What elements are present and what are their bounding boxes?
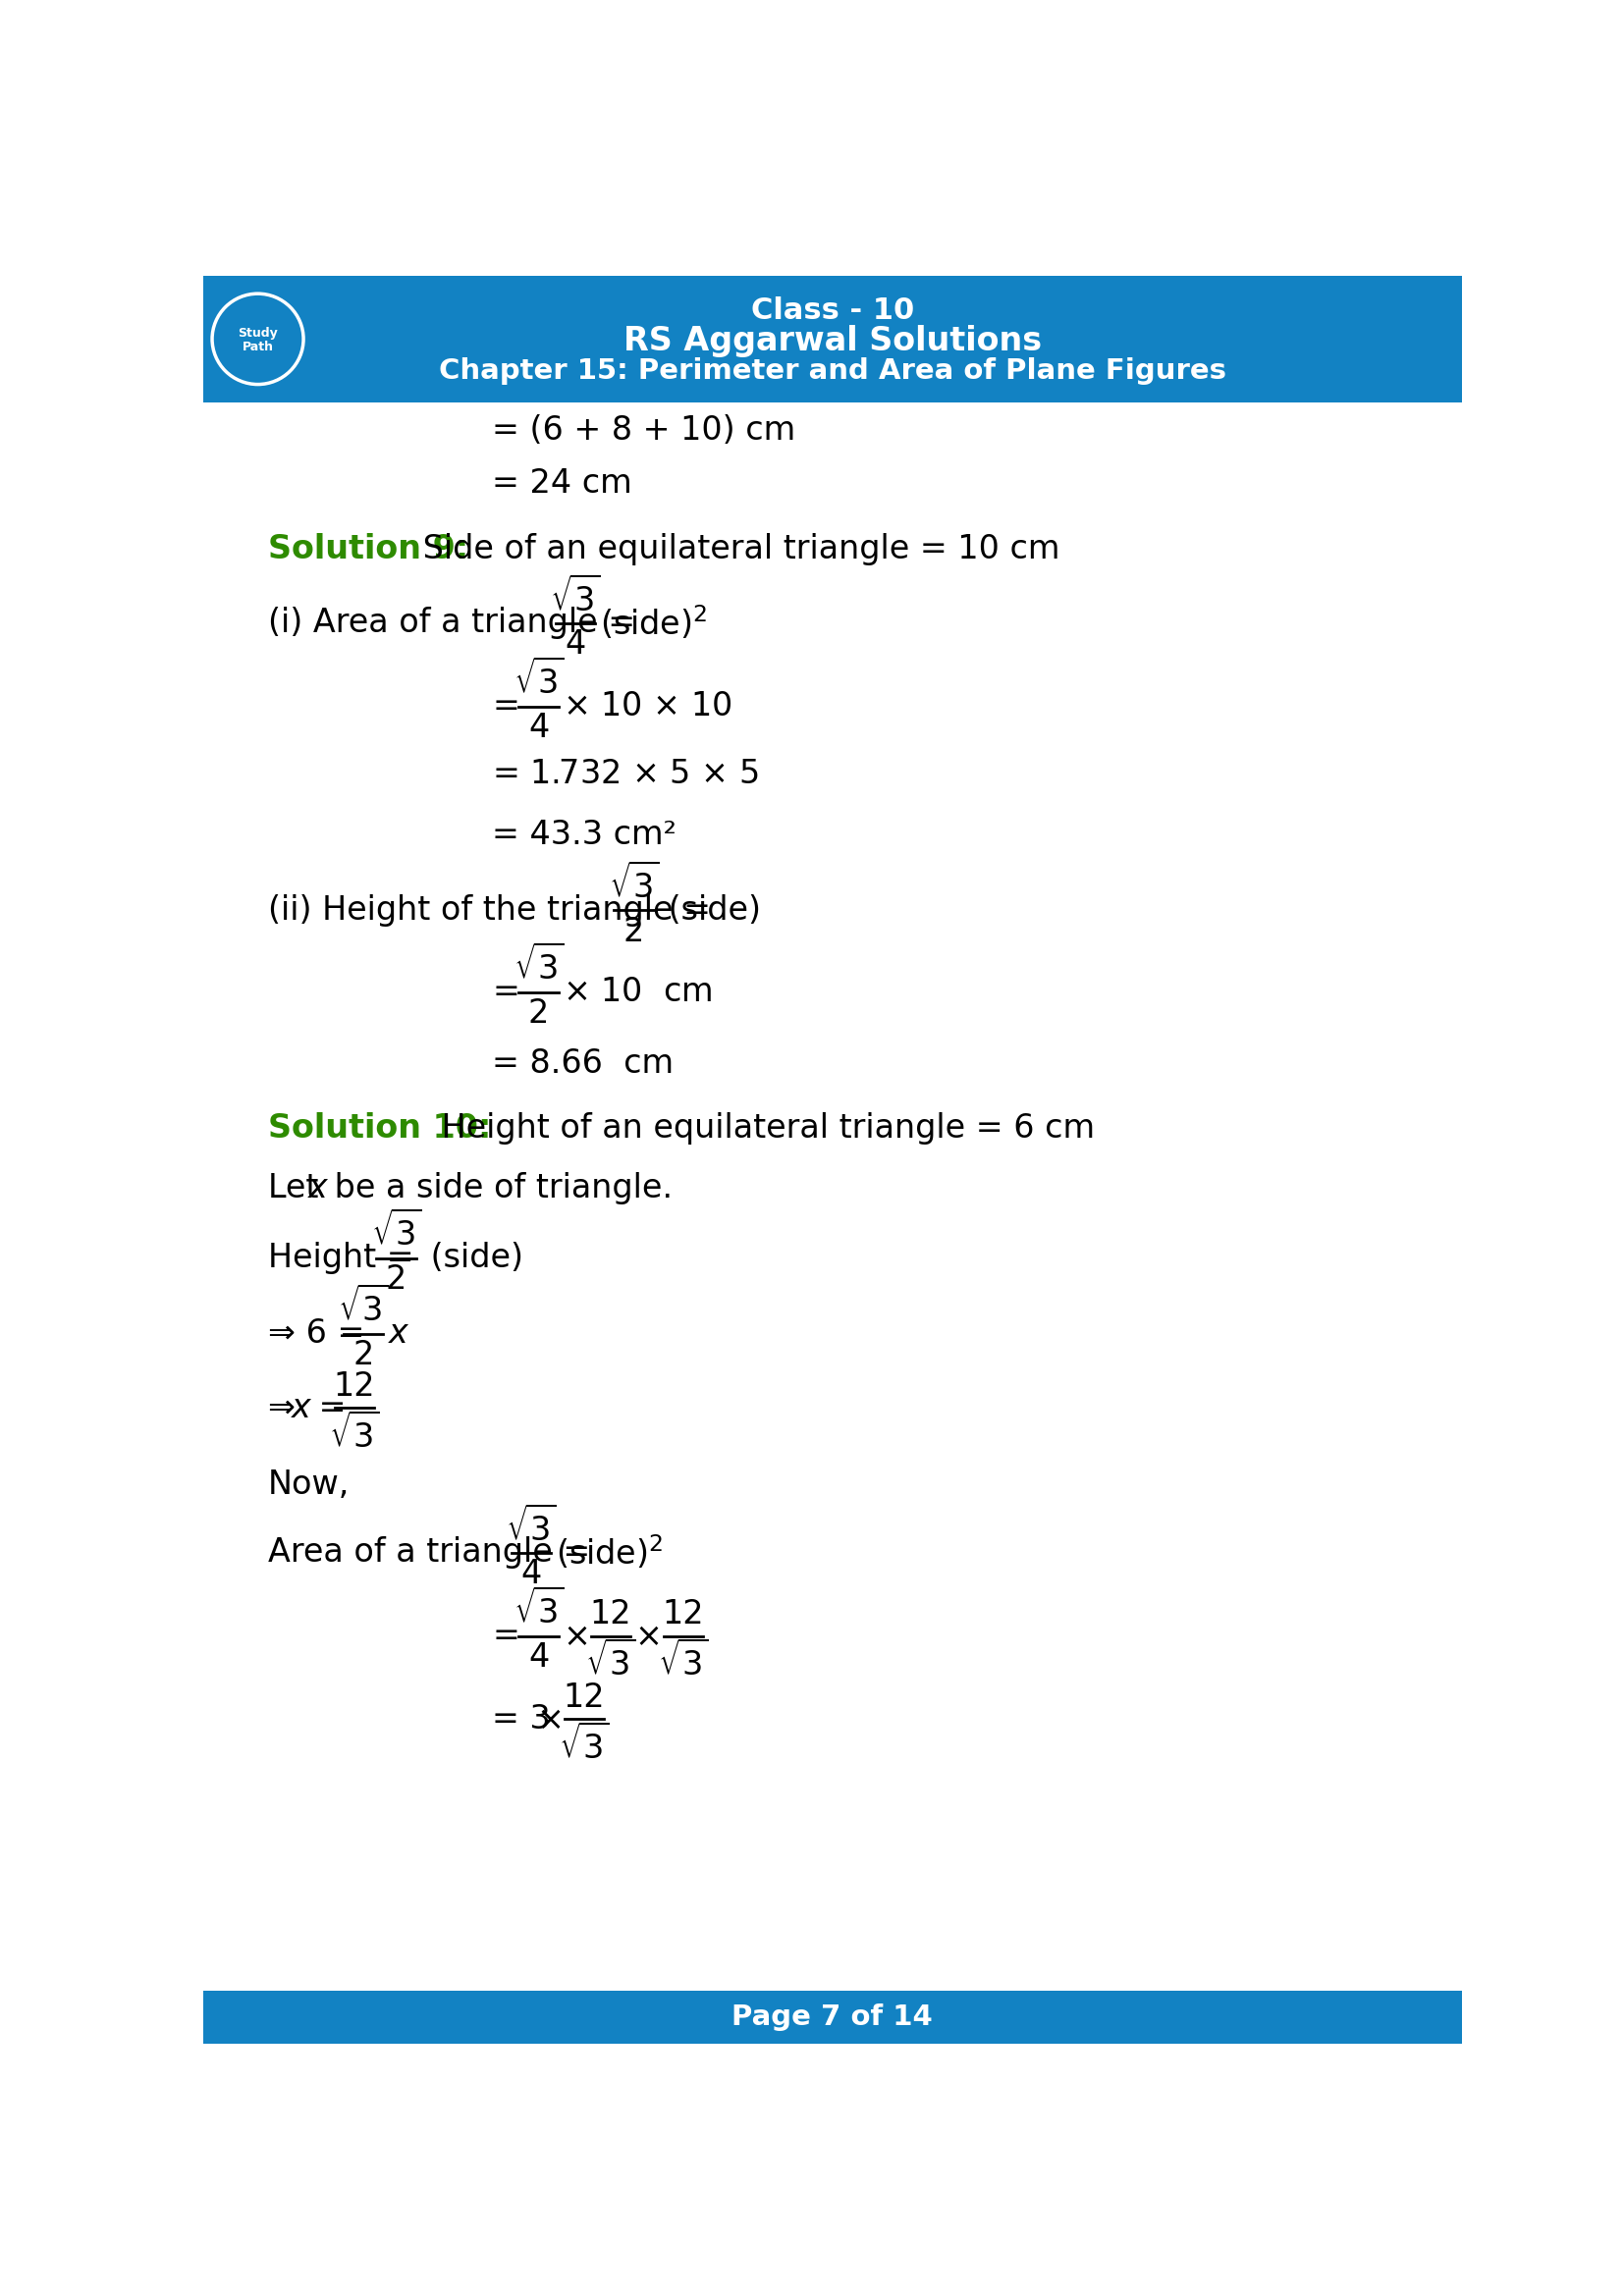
Text: (side): (side) [658, 893, 762, 928]
Text: = (6 + 8 + 10) cm: = (6 + 8 + 10) cm [492, 413, 796, 448]
Text: Now,: Now, [268, 1469, 349, 1502]
Text: (i) Area of a triangle =: (i) Area of a triangle = [268, 606, 635, 638]
Text: $\sqrt{3}$: $\sqrt{3}$ [513, 1589, 564, 1630]
Text: $\sqrt{3}$: $\sqrt{3}$ [658, 1642, 708, 1683]
Text: =: = [492, 691, 520, 723]
Text: $\times$ 10  cm: $\times$ 10 cm [564, 976, 713, 1008]
Text: = 1.732 $\times$ 5 $\times$ 5: = 1.732 $\times$ 5 $\times$ 5 [492, 758, 758, 790]
Text: Class - 10: Class - 10 [750, 296, 914, 326]
Text: Chapter 15: Perimeter and Area of Plane Figures: Chapter 15: Perimeter and Area of Plane … [438, 358, 1226, 386]
FancyBboxPatch shape [203, 1991, 1462, 2043]
Text: Height of an equilateral triangle = 6 cm: Height of an equilateral triangle = 6 cm [432, 1111, 1095, 1143]
Text: Solution 10:: Solution 10: [268, 1111, 490, 1143]
Text: (side)$^2$: (side)$^2$ [599, 604, 706, 643]
Text: $x$: $x$ [388, 1318, 411, 1350]
Text: Solution 9:: Solution 9: [268, 533, 468, 565]
Text: 12: 12 [663, 1598, 705, 1630]
Text: $\sqrt{3}$: $\sqrt{3}$ [330, 1412, 380, 1453]
Text: (side)$^2$: (side)$^2$ [555, 1534, 663, 1573]
Text: $\sqrt{3}$: $\sqrt{3}$ [586, 1642, 637, 1683]
Text: =: = [309, 1391, 346, 1424]
Text: 4: 4 [528, 712, 549, 744]
Text: 2: 2 [528, 996, 549, 1029]
Text: $\times$: $\times$ [635, 1621, 659, 1653]
Text: ⇒ 6 =: ⇒ 6 = [268, 1318, 364, 1350]
Text: $\times$: $\times$ [562, 1621, 588, 1653]
Text: (side): (side) [421, 1242, 523, 1274]
Text: ⇒: ⇒ [268, 1391, 305, 1424]
Text: 12: 12 [333, 1371, 375, 1403]
Text: $\sqrt{3}$: $\sqrt{3}$ [338, 1288, 388, 1329]
Text: Area of a triangle =: Area of a triangle = [268, 1536, 590, 1568]
Text: 12: 12 [564, 1681, 606, 1713]
Text: $x$: $x$ [291, 1391, 313, 1424]
Text: $\sqrt{3}$: $\sqrt{3}$ [505, 1506, 557, 1548]
Text: Page 7 of 14: Page 7 of 14 [732, 2002, 932, 2030]
Text: 4: 4 [528, 1642, 549, 1674]
Text: 12: 12 [590, 1598, 632, 1630]
Text: 2: 2 [624, 916, 645, 948]
Text: 4: 4 [565, 629, 586, 661]
Text: $\sqrt{3}$: $\sqrt{3}$ [559, 1724, 609, 1766]
Text: $\sqrt{3}$: $\sqrt{3}$ [551, 576, 601, 618]
Text: $\times$: $\times$ [536, 1704, 562, 1736]
FancyBboxPatch shape [203, 276, 1462, 402]
Text: 2: 2 [352, 1339, 374, 1371]
Text: =: = [492, 976, 520, 1008]
Text: $\sqrt{3}$: $\sqrt{3}$ [370, 1212, 422, 1254]
Text: RS Aggarwal Solutions: RS Aggarwal Solutions [624, 326, 1041, 358]
Text: = 43.3 cm²: = 43.3 cm² [492, 820, 677, 852]
Text: $\sqrt{3}$: $\sqrt{3}$ [513, 946, 564, 987]
Text: Height =: Height = [268, 1242, 414, 1274]
Text: $\times$ 10 $\times$ 10: $\times$ 10 $\times$ 10 [564, 691, 732, 723]
Text: Side of an equilateral triangle = 10 cm: Side of an equilateral triangle = 10 cm [412, 533, 1060, 565]
Text: = 8.66  cm: = 8.66 cm [492, 1047, 674, 1079]
Text: 2: 2 [387, 1263, 406, 1295]
Text: 4: 4 [521, 1559, 541, 1591]
Text: $\sqrt{3}$: $\sqrt{3}$ [609, 863, 659, 905]
Text: = 3: = 3 [492, 1704, 551, 1736]
Text: $\sqrt{3}$: $\sqrt{3}$ [513, 659, 564, 700]
Text: =: = [492, 1621, 520, 1653]
Text: Path: Path [242, 340, 273, 354]
Text: Study: Study [237, 326, 278, 340]
Text: $x$: $x$ [307, 1173, 330, 1205]
Text: Let: Let [268, 1173, 328, 1205]
Text: = 24 cm: = 24 cm [492, 466, 632, 501]
Text: (ii) Height of the triangle =: (ii) Height of the triangle = [268, 893, 711, 928]
Text: be a side of triangle.: be a side of triangle. [325, 1173, 672, 1205]
